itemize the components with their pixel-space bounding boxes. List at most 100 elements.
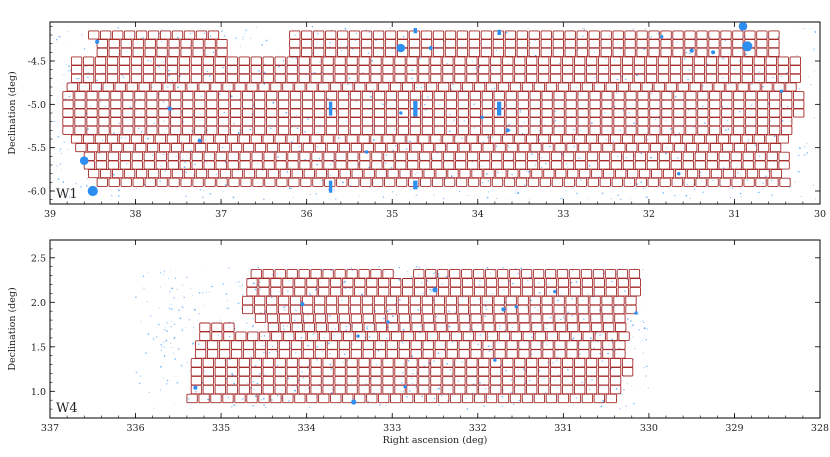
w1-pointing [394, 65, 406, 75]
w4-scatter-point [195, 390, 197, 393]
w1-pointing [577, 108, 589, 118]
w1-scatter-point [67, 83, 69, 85]
w1-scatter-point [129, 106, 131, 107]
w4-pointing [366, 393, 378, 404]
w4-pointing [458, 313, 470, 324]
w4-scatter-point [232, 404, 235, 406]
w4-scatter-point [376, 364, 378, 366]
w4-scatter-point [381, 344, 383, 346]
w1-pointing [745, 143, 758, 153]
w1-pointing [597, 134, 610, 144]
w1-scatter-point [368, 109, 370, 111]
w4-scatter-point [346, 325, 348, 328]
w4-pointing [614, 349, 626, 359]
w1-pointing [70, 134, 83, 144]
w4-pointing [307, 331, 319, 341]
w4-scatter-point [147, 333, 150, 335]
w1-scatter-point [209, 35, 212, 38]
w4-scatter-point [599, 334, 601, 336]
w4-scatter-point [402, 342, 404, 344]
w1-pointing [717, 65, 730, 75]
w1-pointing [661, 99, 673, 109]
w1-pointing [395, 160, 407, 170]
w1-scatter-point [579, 163, 580, 165]
w1-scatter-point [739, 192, 742, 195]
w1-scatter-point [628, 112, 630, 114]
w1-pointing [216, 39, 228, 49]
w1-pointing [158, 108, 170, 118]
w1-scatter-point [395, 194, 397, 196]
w1-pointing [335, 160, 347, 170]
w1-scatter-point [60, 152, 63, 154]
w4-scatter-point [437, 352, 440, 355]
w4-pointing [414, 331, 427, 341]
w4-scatter-point [330, 269, 332, 272]
w1-scatter-point [635, 74, 638, 77]
w1-pointing [590, 143, 602, 153]
w1-scatter-point [270, 127, 272, 130]
w1-pointing [543, 169, 555, 179]
w1-pointing [529, 125, 541, 135]
w1-pointing [745, 117, 757, 127]
w1-pointing [301, 47, 313, 57]
w1-pointing [192, 47, 204, 57]
w1-pointing [373, 108, 386, 118]
w1-scatter-point [686, 183, 688, 186]
w1-pointing [420, 177, 432, 187]
w4-scatter-point [160, 366, 162, 368]
w4-x-tick-label: 331 [554, 423, 572, 434]
w4-scatter-point [288, 280, 290, 282]
w1-scatter-point [678, 132, 680, 134]
w1-pointing [781, 108, 793, 118]
w4-scatter-point [537, 309, 539, 311]
w1-scatter-point [350, 28, 352, 30]
w4-scatter-point [643, 293, 645, 295]
w1-pointing [521, 82, 534, 92]
w1-scatter-point [526, 170, 528, 172]
w4-pointing [278, 349, 291, 359]
w4-pointing [430, 375, 442, 386]
w1-pointing [528, 47, 540, 57]
w1-pointing [554, 143, 566, 153]
w1-scatter-point [135, 187, 137, 190]
w1-pointing [251, 151, 263, 161]
w4-scatter-point [594, 289, 596, 291]
w4-scatter-point [148, 391, 150, 394]
w1-pointing [178, 134, 191, 144]
w1-scatter-point [675, 135, 676, 137]
w1-scatter-point [610, 198, 612, 200]
w1-pointing [274, 134, 286, 144]
w1-scatter-point [213, 111, 215, 112]
w1-pointing [122, 99, 134, 109]
w4-pointing [325, 304, 338, 315]
w4-scatter-point [506, 307, 508, 309]
w4-pointing [601, 295, 613, 306]
w1-scatter-point [617, 194, 620, 197]
w1-scatter-point [134, 101, 137, 103]
w1-pointing [529, 117, 541, 127]
w4-pointing [438, 331, 451, 341]
w1-pointing [432, 30, 445, 40]
w1-x-tick-label: 38 [130, 209, 142, 220]
w1-pointing [734, 169, 747, 179]
w1-pointing [310, 56, 322, 66]
w1-scatter-point [203, 190, 204, 191]
w4-pointing [446, 349, 458, 359]
w4-scatter-point [538, 342, 540, 344]
w4-scatter-point [579, 343, 581, 345]
w1-scatter-point [69, 44, 71, 46]
w1-pointing [641, 82, 653, 92]
w1-pointing [118, 65, 131, 75]
w1-pointing [170, 108, 182, 118]
w1-scatter-point [416, 87, 418, 89]
w1-pointing [190, 65, 203, 75]
w1-pointing [481, 99, 493, 109]
w1-scatter-point [80, 34, 83, 36]
w1-pointing [681, 134, 694, 144]
w1-pointing [541, 117, 553, 127]
w4-scatter-point [323, 337, 326, 339]
w1-scatter-point [417, 97, 419, 99]
w1-scatter-point [794, 181, 796, 183]
w1-pointing [435, 169, 447, 179]
w1-pointing [334, 134, 346, 144]
